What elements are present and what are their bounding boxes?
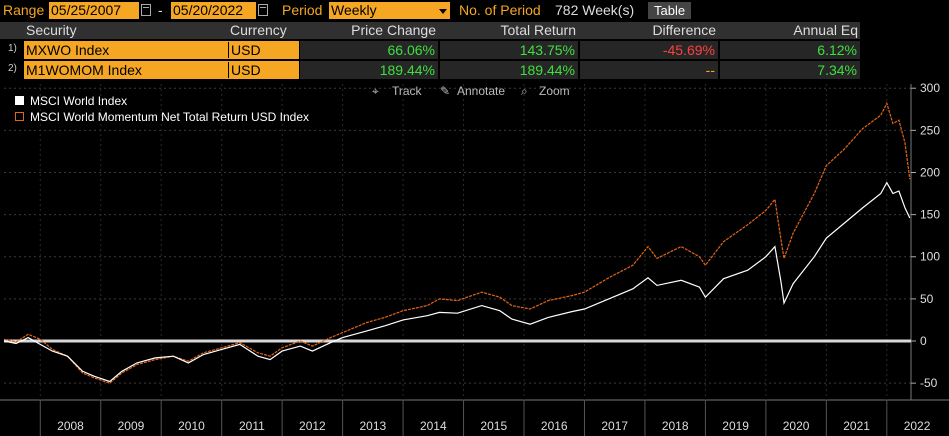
x-tick-label: 2012 <box>299 419 326 433</box>
cell-divider <box>228 62 229 78</box>
y-tick-label: 50 <box>920 292 934 306</box>
annotate-tool[interactable]: Annotate <box>457 84 506 98</box>
col-security: Security <box>26 22 77 38</box>
col-difference: Difference <box>652 22 716 38</box>
difference-cell: -45.69% <box>580 41 718 59</box>
x-tick-label: 2014 <box>420 419 447 433</box>
y-tick-label: -50 <box>920 376 938 390</box>
x-tick-label: 2019 <box>722 419 749 433</box>
difference-cell: -- <box>580 61 718 79</box>
annual-eq-cell: 6.12% <box>720 41 860 59</box>
table-button[interactable]: Table <box>648 2 692 19</box>
col-annual-eq: Annual Eq <box>793 22 858 38</box>
x-tick-label: 2009 <box>118 419 145 433</box>
security-field[interactable]: M1WOMOM Index <box>24 61 299 79</box>
x-tick-label: 2021 <box>843 419 870 433</box>
end-date-field[interactable]: 05/20/2022 <box>171 2 256 19</box>
start-date-field[interactable]: 05/25/2007 <box>49 2 139 19</box>
x-tick-label: 2020 <box>783 419 810 433</box>
table-row[interactable]: 2) M1WOMOM Index USD 189.44% 189.44% -- … <box>0 61 860 79</box>
price-change-cell: 189.44% <box>300 61 438 79</box>
pencil-icon[interactable]: ✎ <box>440 84 451 98</box>
row-number: 1) <box>8 43 17 54</box>
y-tick-label: 150 <box>920 208 940 222</box>
num-period-label: No. of Period <box>459 2 541 18</box>
cell-divider <box>228 42 229 58</box>
row-number: 2) <box>8 63 17 74</box>
toolbar: Range 05/25/2007 - 05/20/2022 Period Wee… <box>0 0 949 20</box>
series-line-momentum <box>3 101 911 384</box>
range-label: Range <box>3 2 45 18</box>
num-period-value: 782 Week(s) <box>555 2 635 18</box>
x-tick-label: 2013 <box>359 419 386 433</box>
legend-label: MSCI World Momentum Net Total Return USD… <box>30 110 309 124</box>
col-price-change: Price Change <box>351 22 436 38</box>
calendar-icon[interactable] <box>258 4 268 16</box>
currency-cell: USD <box>231 42 261 58</box>
legend-swatch-orange <box>15 112 24 121</box>
security-field[interactable]: MXWO Index <box>24 41 299 59</box>
series-line-msci-world <box>3 181 911 383</box>
col-total-return: Total Return <box>500 22 576 38</box>
legend-swatch-white <box>15 96 24 105</box>
x-tick-label: 2008 <box>57 419 84 433</box>
total-return-cell: 189.44% <box>440 61 578 79</box>
legend-label: MSCI World Index <box>30 94 128 108</box>
chart-area[interactable]: 2008 2009 2010 2011 2012 2013 2014 2015 2016 2017… <box>0 80 949 436</box>
col-currency: Currency <box>230 22 287 38</box>
annual-eq-cell: 7.34% <box>720 61 860 79</box>
zoom-tool[interactable]: Zoom <box>539 84 570 98</box>
x-tick-label: 2010 <box>178 419 205 433</box>
chevron-down-icon[interactable] <box>436 2 450 19</box>
table-row[interactable]: 1) MXWO Index USD 66.06% 143.75% -45.69%… <box>0 41 860 59</box>
y-tick-label: 300 <box>920 81 940 95</box>
range-dash: - <box>158 2 163 18</box>
calendar-icon[interactable] <box>141 4 151 16</box>
x-tick-label: 2022 <box>904 419 931 433</box>
x-tick-label: 2011 <box>239 419 265 433</box>
y-tick-label: 100 <box>920 250 940 264</box>
currency-cell: USD <box>231 62 261 78</box>
x-tick-label: 2018 <box>662 419 689 433</box>
x-axis-band <box>0 400 949 436</box>
price-change-cell: 66.06% <box>300 41 438 59</box>
total-return-cell: 143.75% <box>440 41 578 59</box>
table-header: Security Currency Price Change Total Ret… <box>0 22 860 39</box>
x-tick-label: 2017 <box>601 419 628 433</box>
y-tick-label: 250 <box>920 123 940 137</box>
chart-svg[interactable]: 2008 2009 2010 2011 2012 2013 2014 2015 2016 2017… <box>0 80 949 436</box>
x-tick-label: 2016 <box>541 419 568 433</box>
x-tick-label: 2015 <box>480 419 507 433</box>
period-label: Period <box>282 2 323 18</box>
crosshair-icon[interactable]: ⌖ <box>372 84 379 98</box>
y-tick-label: 0 <box>920 334 927 348</box>
y-tick-label: 200 <box>920 165 940 179</box>
track-tool[interactable]: Track <box>392 84 422 98</box>
zoom-icon[interactable]: ⌕ <box>521 84 528 98</box>
period-dropdown[interactable]: Weekly <box>329 2 436 19</box>
